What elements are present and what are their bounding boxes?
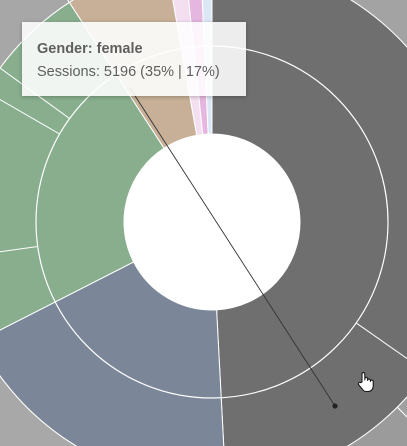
- sub-segment-divider: [0, 245, 38, 253]
- chart-tooltip: Gender: female Sessions: 5196 (35% | 17%…: [22, 22, 246, 96]
- outer-segment[interactable]: [16, 0, 212, 3]
- tooltip-anchor-dot: [332, 403, 338, 409]
- outer-segment[interactable]: [0, 0, 70, 132]
- sub-segment-divider: [355, 322, 407, 360]
- sub-segment-divider: [0, 99, 60, 135]
- tooltip-title: Gender: female: [37, 41, 143, 57]
- outer-segment[interactable]: [396, 267, 407, 446]
- center-hole: [124, 134, 300, 310]
- tooltip-value: Sessions: 5196 (35% | 17%): [37, 64, 220, 80]
- outer-segment[interactable]: [0, 341, 101, 446]
- outer-segment[interactable]: [212, 0, 407, 91]
- hand-cursor-icon: [357, 372, 374, 393]
- outer-segment[interactable]: [226, 406, 407, 446]
- tooltip-pointer-line: [129, 87, 336, 407]
